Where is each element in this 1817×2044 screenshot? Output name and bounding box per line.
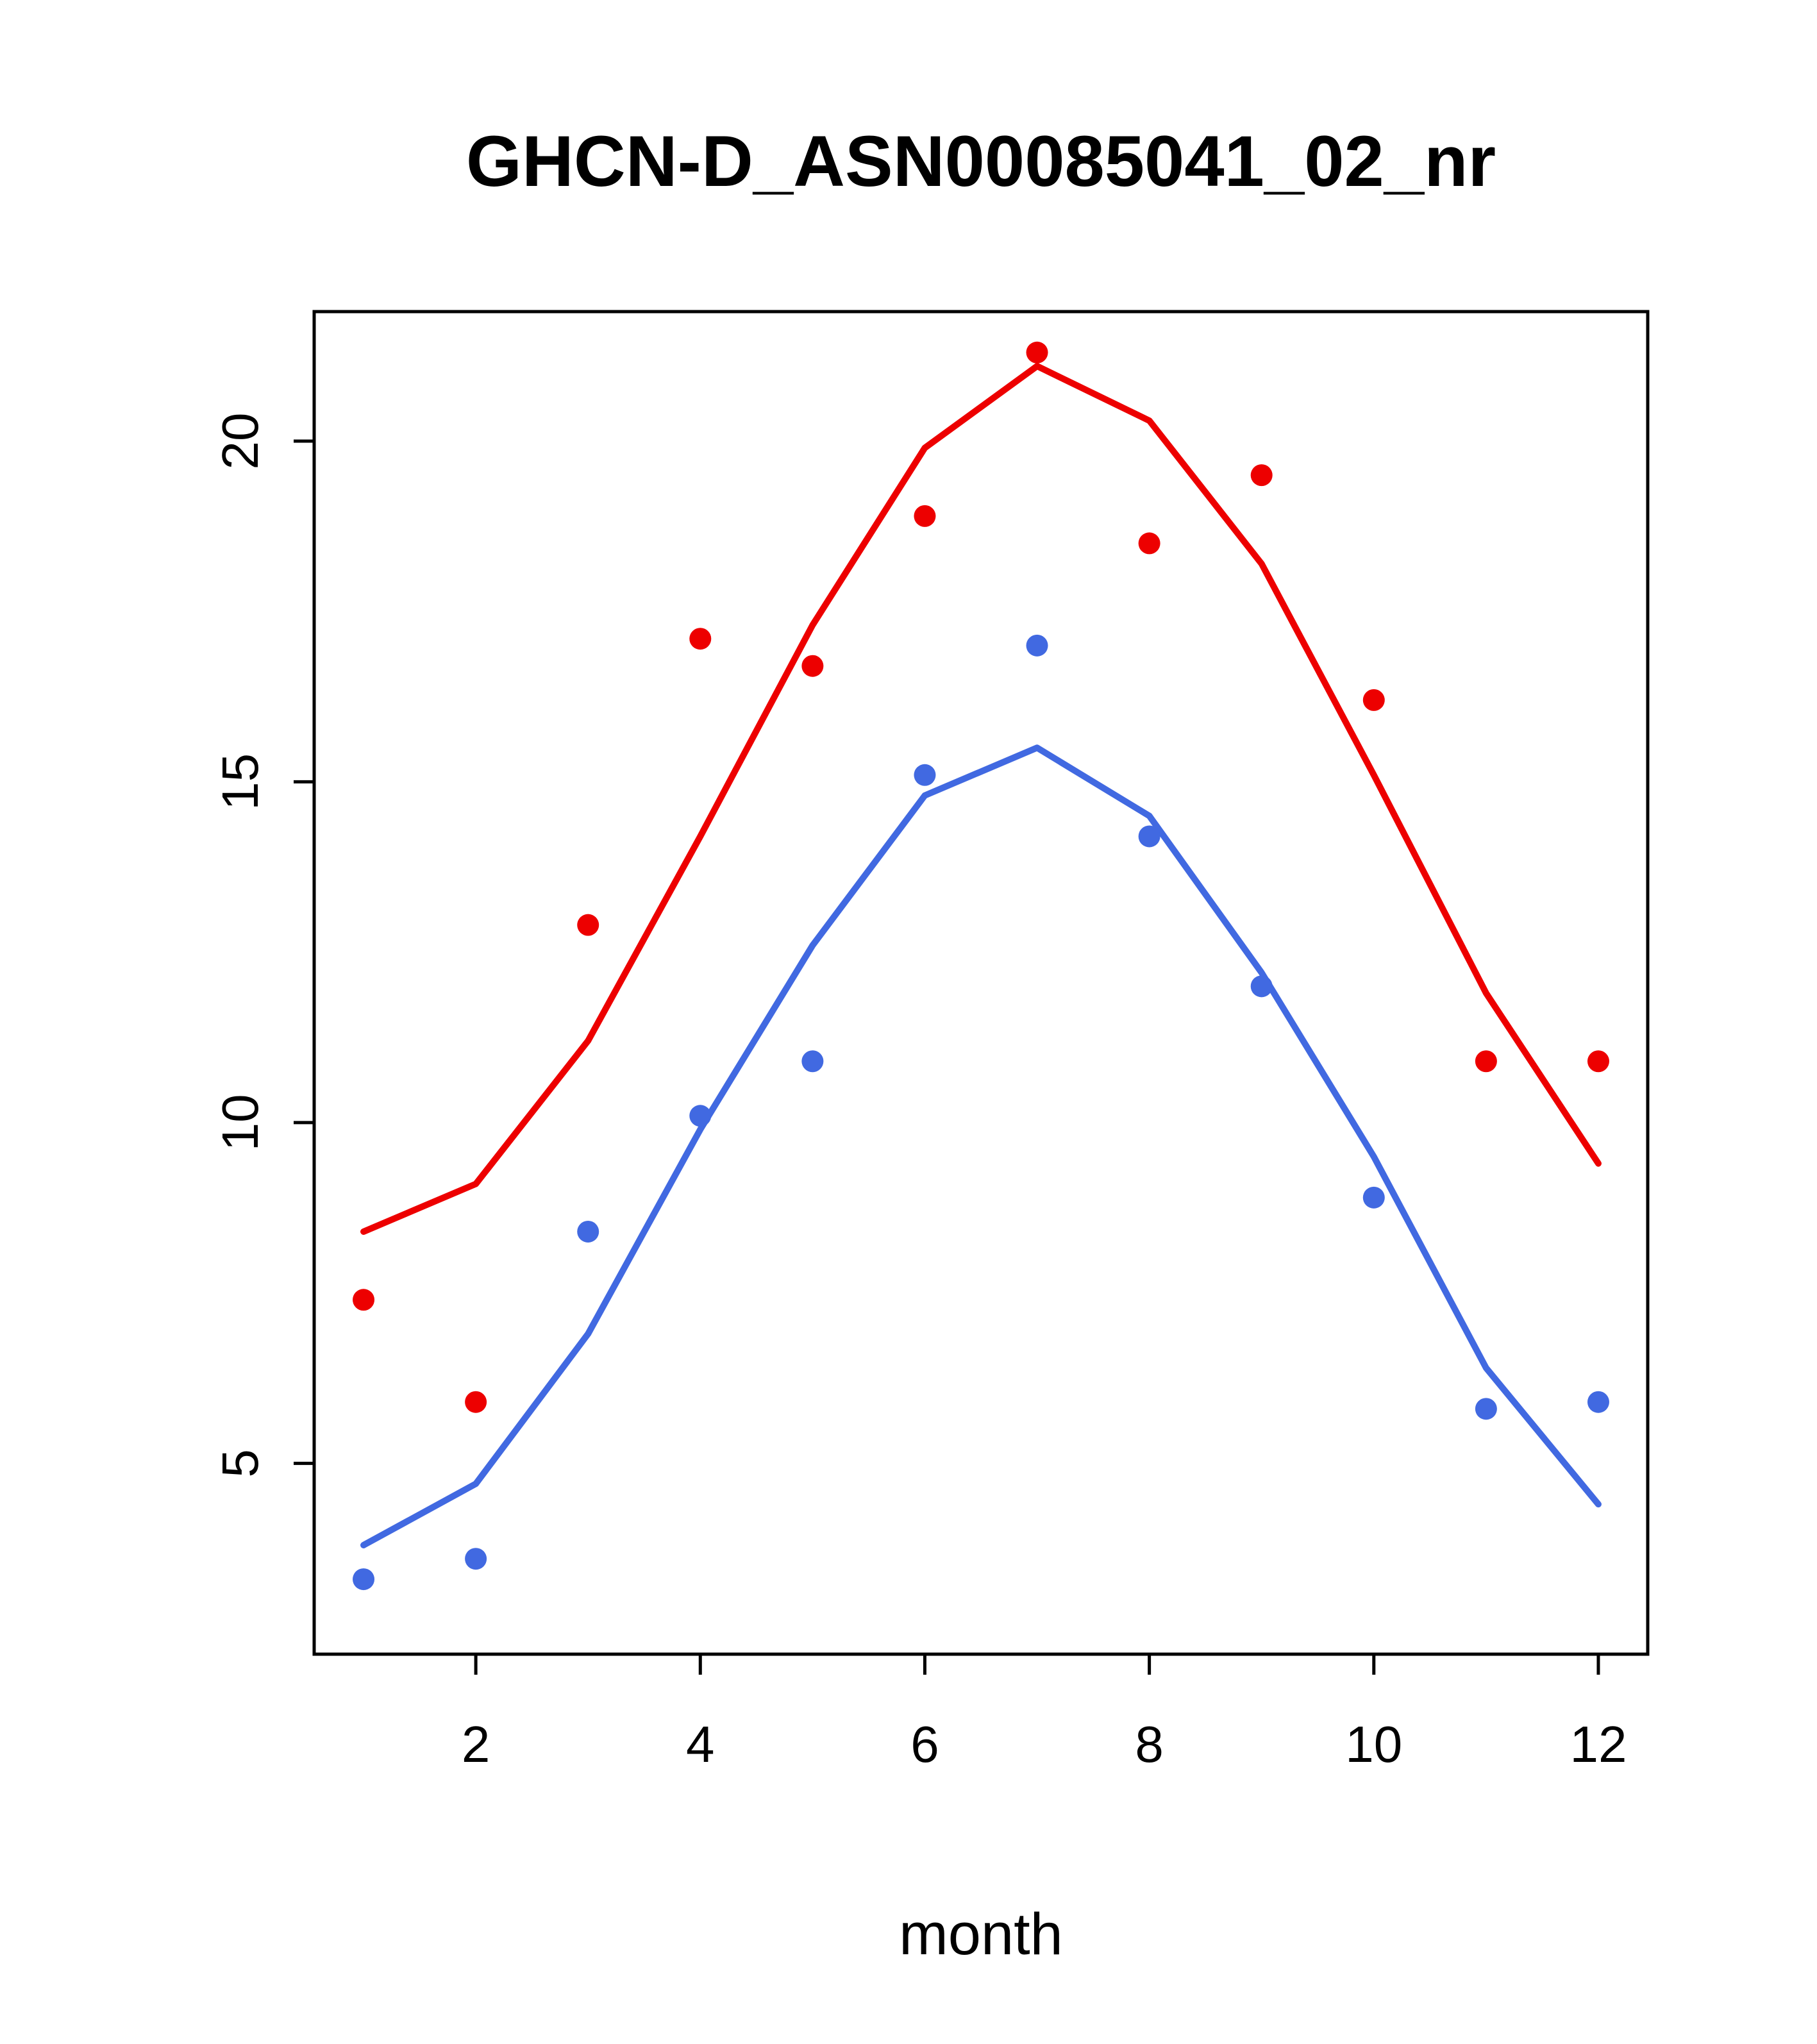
point-blue-points <box>577 1220 599 1243</box>
point-blue-points <box>1587 1391 1609 1413</box>
point-red-points <box>577 914 599 936</box>
x-tick-label: 6 <box>910 1716 939 1773</box>
point-blue-points <box>914 764 936 786</box>
point-blue-points <box>801 1050 824 1073</box>
point-red-points <box>689 628 712 650</box>
point-blue-points <box>1475 1398 1497 1420</box>
point-red-points <box>1587 1050 1609 1073</box>
point-blue-points <box>689 1105 712 1127</box>
x-tick-label: 2 <box>462 1716 490 1773</box>
point-blue-points <box>1250 975 1273 998</box>
plot-box <box>312 310 1650 1656</box>
point-red-points <box>1362 689 1385 711</box>
plot-area: 2 4 6 8 10 12 5 10 15 20 <box>212 310 1650 1773</box>
series-blue-line <box>360 744 1602 1548</box>
point-blue-points <box>1026 634 1048 657</box>
y-tick-label: 5 <box>212 1449 269 1478</box>
point-red-points <box>1026 341 1048 364</box>
series-red-line <box>360 363 1602 1235</box>
point-red-points <box>1475 1050 1497 1073</box>
point-blue-points <box>1138 825 1160 848</box>
x-tick-label: 8 <box>1135 1716 1164 1773</box>
y-tick-label: 20 <box>212 412 269 469</box>
y-tick-label: 15 <box>212 753 269 810</box>
x-tick-label: 12 <box>1570 1716 1627 1773</box>
chart-title: GHCN-D_ASN00085041_02_nr <box>466 121 1496 201</box>
point-red-points <box>1138 532 1160 555</box>
point-red-points <box>465 1391 487 1413</box>
x-tick-label: 10 <box>1345 1716 1402 1773</box>
x-tick-label: 4 <box>686 1716 715 1773</box>
point-red-points <box>1250 464 1273 487</box>
point-blue-points <box>353 1568 375 1591</box>
x-axis-label: month <box>899 1902 1063 1967</box>
point-blue-points <box>465 1548 487 1570</box>
point-blue-points <box>1362 1186 1385 1209</box>
point-red-points <box>353 1289 375 1311</box>
point-red-points <box>914 505 936 527</box>
point-red-points <box>801 655 824 677</box>
y-tick-label: 10 <box>212 1094 269 1151</box>
